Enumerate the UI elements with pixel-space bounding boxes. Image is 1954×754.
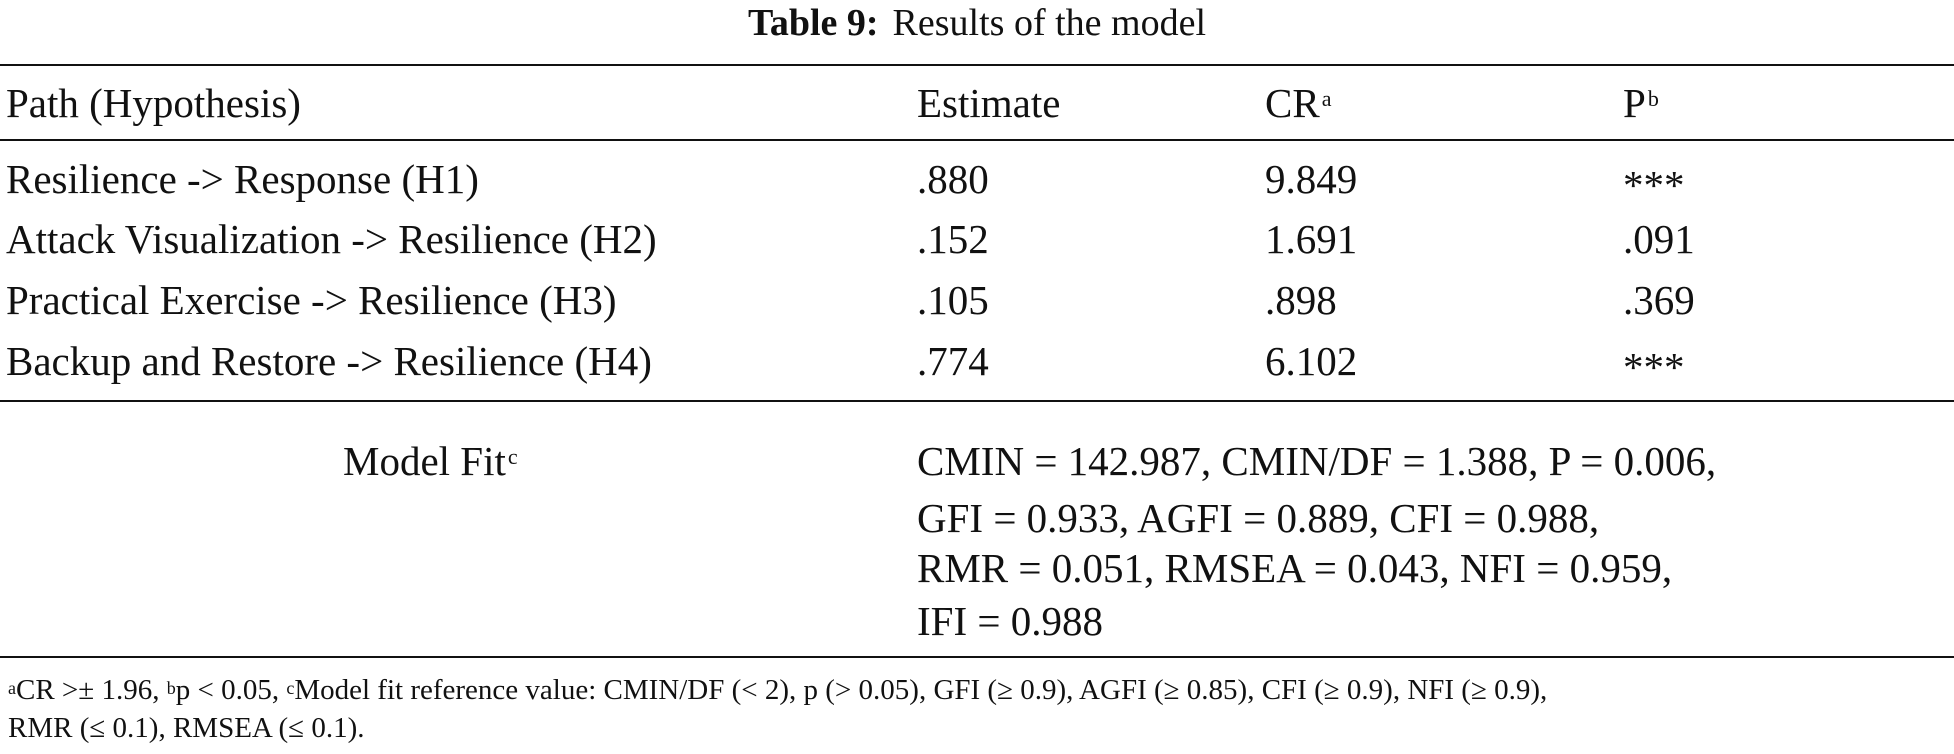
header-p-label: P: [1623, 80, 1646, 126]
header-cr: CRa: [1265, 78, 1331, 128]
footnote-c-mark: c: [286, 678, 295, 698]
table-caption-label: Table 9:: [747, 2, 879, 44]
header-p: Pb: [1623, 78, 1659, 128]
row-cr: 9.849: [1265, 156, 1358, 202]
footnote-c-text: Model fit reference value: CMIN/DF (< 2)…: [294, 674, 1548, 706]
row-cr: .898: [1265, 277, 1337, 323]
row-p: ***: [1623, 162, 1685, 208]
header-cr-label: CR: [1265, 80, 1320, 126]
row-estimate: .880: [917, 156, 989, 202]
row-cr: 1.691: [1265, 216, 1358, 262]
table-footnote: aCR >± 1.96, bp < 0.05, cModel fit refer…: [8, 671, 1547, 709]
table-caption-title: Results of the model: [892, 2, 1207, 44]
model-fit-line: CMIN = 142.987, CMIN/DF = 1.388, P = 0.0…: [917, 438, 1717, 484]
row-path: Backup and Restore -> Resilience (H4): [6, 338, 652, 384]
footnote-a-text: CR >± 1.96,: [16, 674, 167, 706]
row-p: ***: [1623, 344, 1685, 390]
row-p: .091: [1623, 216, 1695, 262]
header-p-footnote-mark: b: [1647, 86, 1659, 111]
footnote-b-text: p < 0.05,: [175, 674, 287, 706]
row-p: .369: [1623, 277, 1695, 323]
table-body-rule: [0, 400, 1954, 402]
row-path: Attack Visualization -> Resilience (H2): [6, 216, 657, 262]
row-estimate: .152: [917, 216, 989, 262]
model-fit-label-text: Model Fit: [343, 438, 506, 484]
footnote-b-mark: b: [166, 678, 176, 698]
model-fit-line: RMR = 0.051, RMSEA = 0.043, NFI = 0.959,: [917, 545, 1673, 591]
model-fit-footnote-mark: c: [507, 444, 518, 469]
table-header-rule: [0, 139, 1954, 141]
row-path: Practical Exercise -> Resilience (H3): [6, 277, 617, 323]
table-footnote-line2: RMR (≤ 0.1), RMSEA (≤ 0.1).: [8, 712, 365, 744]
row-estimate: .105: [917, 277, 989, 323]
row-cr: 6.102: [1265, 338, 1358, 384]
model-fit-label: Model Fitc: [343, 436, 518, 486]
footnote-a-mark: a: [8, 678, 16, 698]
header-path: Path (Hypothesis): [6, 80, 301, 126]
row-path: Resilience -> Response (H1): [6, 156, 479, 202]
table-bottom-rule: [0, 656, 1954, 658]
model-fit-line: IFI = 0.988: [917, 598, 1103, 644]
model-fit-line: GFI = 0.933, AGFI = 0.889, CFI = 0.988,: [917, 495, 1600, 541]
table-top-rule: [0, 64, 1954, 66]
row-estimate: .774: [917, 338, 989, 384]
header-cr-footnote-mark: a: [1321, 86, 1332, 111]
header-estimate: Estimate: [917, 80, 1061, 126]
table-caption: Table 9: Results of the model: [0, 0, 1954, 46]
